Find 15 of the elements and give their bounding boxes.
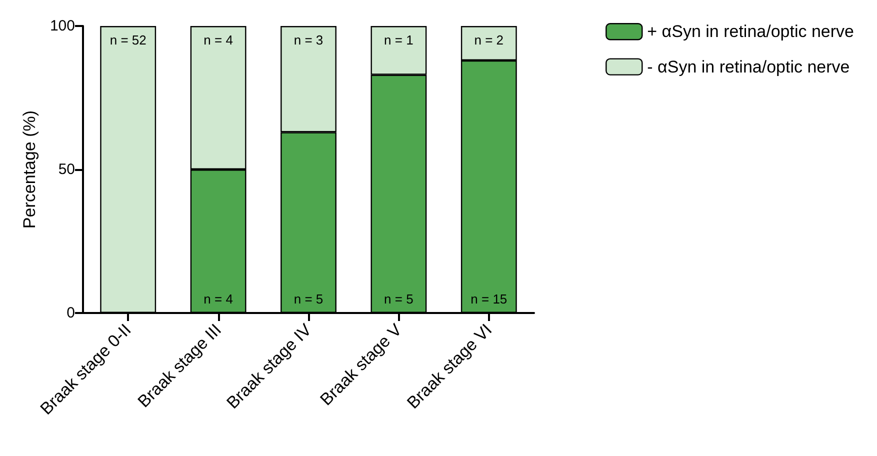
annotation: n = 3	[294, 32, 324, 48]
y-tick-label: 50	[58, 161, 75, 178]
annotation: n = 4	[204, 32, 233, 48]
annotation: n = 5	[384, 292, 414, 306]
annotation: n = 4	[204, 292, 233, 306]
annotation: n = 15	[470, 292, 508, 306]
annotation: n = 2	[474, 32, 504, 48]
y-tick-label: 100	[50, 18, 75, 34]
y-axis-title: Percentage (%)	[20, 110, 39, 229]
annotation: n = 52	[110, 32, 146, 48]
y-tick-label: 0	[66, 304, 75, 322]
annotation: n = 5	[294, 292, 324, 306]
legend-label: + αSyn in retina/optic nerve	[647, 22, 854, 42]
annotation: n = 1	[384, 32, 414, 48]
legend-label: - αSyn in retina/optic nerve	[647, 57, 850, 76]
